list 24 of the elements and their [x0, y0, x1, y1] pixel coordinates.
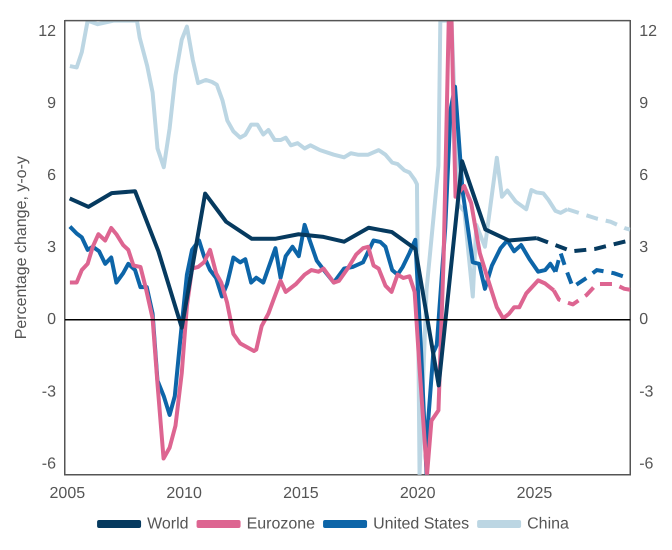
y-tick-label: 3: [47, 239, 56, 256]
legend-label: World: [147, 515, 189, 532]
y-axis-title: Percentage change, y-o-y: [13, 156, 30, 340]
x-tick-label: 2010: [166, 484, 202, 502]
x-tick-label: 2020: [400, 484, 436, 502]
x-tick-label: 2015: [283, 484, 319, 502]
y2-tick-label: -3: [639, 383, 654, 400]
legend-label: Eurozone: [246, 515, 316, 532]
y-tick-label: 6: [47, 167, 56, 184]
y-tick-label: 9: [47, 94, 56, 112]
y2-tick-label: 6: [639, 167, 648, 184]
x-tick-label: 2025: [516, 484, 552, 502]
legend-label: China: [527, 515, 570, 532]
legend-label: United States: [373, 515, 470, 532]
y-tick-label: 12: [38, 22, 56, 40]
y2-tick-label: 9: [639, 94, 648, 112]
x-tick-label: 2005: [50, 484, 86, 502]
y2-tick-label: 0: [639, 311, 648, 328]
y2-tick-label: 3: [639, 239, 648, 256]
y2-tick-label: 12: [639, 22, 658, 40]
y-tick-label: -6: [42, 455, 56, 472]
y-tick-label: -3: [42, 383, 56, 400]
y-tick-label: 0: [47, 311, 56, 328]
y2-tick-label: -6: [639, 455, 654, 472]
